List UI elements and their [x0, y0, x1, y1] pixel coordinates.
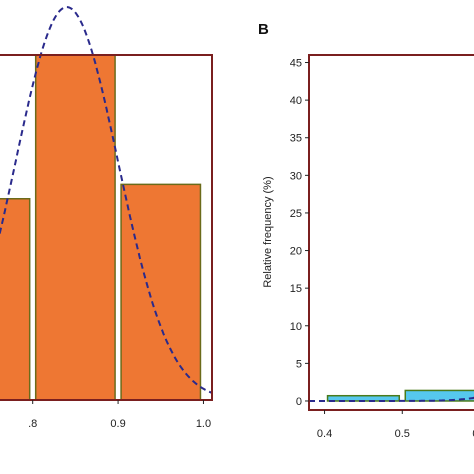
panel-a-x-axis: .8 0.9 1.0 [28, 400, 211, 430]
panel-a-x-tick-label: .8 [28, 418, 37, 430]
panel-b-y-tick-label: 20 [290, 246, 302, 258]
panel-b-y-axis-title: Relative frequency (%) [262, 176, 274, 287]
panel-a-bar [34, 54, 116, 401]
panel-b-x-tick-label: 0.4 [317, 428, 332, 440]
panel-b-y-tick-label: 45 [290, 58, 302, 70]
panel-b-x-tick-label: 0.5 [395, 428, 410, 440]
panel-a-plot-frame [0, 54, 213, 401]
panel-a: .8 0.9 1.0 [0, 6, 213, 430]
panel-b-y-tick-label: 40 [290, 95, 302, 107]
panel-b-y-tick-label: 35 [290, 133, 302, 145]
panel-b-y-tick-label: 15 [290, 283, 302, 295]
panel-b-y-tick-label: 25 [290, 208, 302, 220]
panel-b-y-tick-label: 0 [296, 396, 302, 408]
panel-b-x-axis: 0.4 0.5 0.6 [317, 410, 474, 440]
panel-b-y-tick-label: 10 [290, 321, 302, 333]
panel-a-bar [0, 198, 31, 401]
panel-b-y-tick-label: 5 [296, 358, 302, 370]
panel-b-y-tick-label: 30 [290, 170, 302, 182]
panel-a-x-tick-label: 1.0 [196, 418, 211, 430]
panel-b: B 0 5 10 15 20 25 30 35 40 45 0.4 0.5 0.6 Relative … [258, 21, 474, 440]
panel-b-label: B [258, 21, 269, 38]
panel-a-fit-curve [0, 6, 213, 394]
panel-b-x-tick-label: 0.6 [472, 428, 474, 440]
panel-a-x-tick-label: 0.9 [110, 418, 125, 430]
panel-b-y-axis: 0 5 10 15 20 25 30 35 40 45 [290, 58, 309, 408]
panel-b-plot-frame [308, 54, 474, 411]
panel-a-bar [120, 183, 202, 401]
panel-a-bars [0, 54, 202, 401]
panel-b-fit-curve [309, 396, 474, 402]
